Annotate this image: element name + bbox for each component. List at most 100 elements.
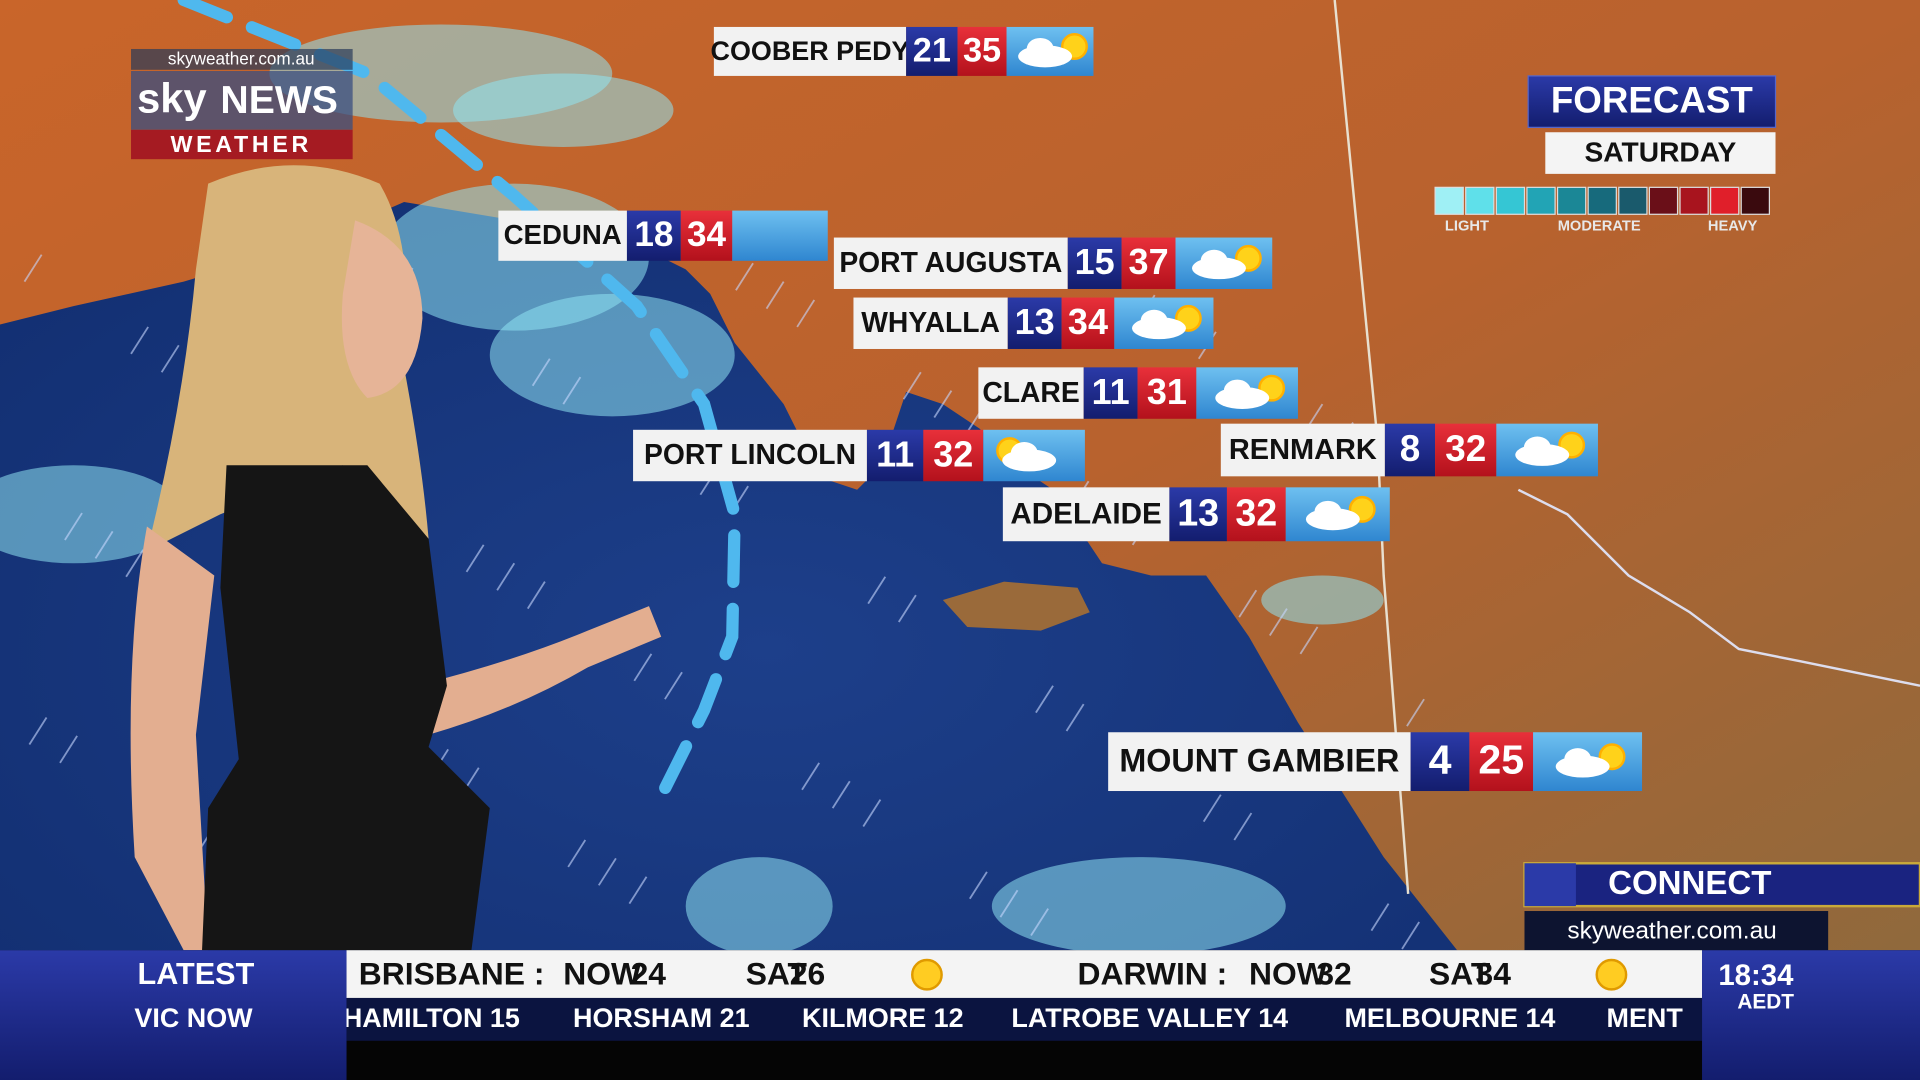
wind-streak [1202, 794, 1222, 823]
wind-streak [1065, 703, 1085, 732]
wind-streak [64, 512, 83, 541]
presenter-arm [130, 526, 215, 951]
rain-scale-label: MODERATE [1558, 218, 1641, 234]
logo-url-bg [131, 48, 353, 70]
min-temp-bg [1007, 297, 1062, 349]
max-temp: 37 [1129, 241, 1169, 282]
rain-scale-swatch [1587, 186, 1617, 215]
cloud-icon [1223, 379, 1251, 402]
max-temp: 32 [1235, 491, 1277, 533]
city-name: CLARE [982, 376, 1079, 408]
crawl-item: HORSHAM 21 [573, 1003, 750, 1033]
city-name: CEDUNA [504, 219, 622, 250]
rain-scale-swatch [1740, 186, 1770, 215]
rain-scale-swatch [1465, 186, 1495, 215]
ticker-sublabel: VIC NOW [134, 1003, 253, 1033]
wind-streak [735, 262, 754, 291]
max-temp: 25 [1478, 737, 1524, 783]
wind-streak [94, 530, 114, 559]
wind-streak [496, 562, 516, 591]
crawl-bg [346, 997, 1703, 1041]
ticker-label-bg [0, 950, 347, 1080]
max-temp-bg [680, 210, 733, 261]
cloud-icon [1523, 436, 1551, 459]
headline-now: 32 [1316, 955, 1351, 991]
max-temp-bg [1469, 732, 1534, 792]
wind-streak [465, 544, 485, 573]
wind-streak [567, 839, 587, 868]
wind-streak [969, 871, 988, 900]
max-temp: 32 [933, 433, 973, 474]
logo-section-bg [131, 129, 353, 160]
wind-streak [1233, 812, 1253, 841]
cloud-icon [1564, 748, 1592, 771]
logo-section: WEATHER [170, 131, 312, 157]
min-temp: 8 [1400, 428, 1421, 469]
rain-area [453, 73, 674, 147]
rain-scale-label: LIGHT [1445, 218, 1489, 234]
min-temp: 13 [1177, 491, 1219, 533]
river [1517, 488, 1920, 687]
wind-streak [999, 889, 1019, 918]
min-temp: 18 [634, 215, 673, 254]
icon-bg [732, 210, 828, 261]
cloud-icon [1314, 500, 1342, 523]
city-name-bg [1002, 487, 1170, 542]
crawl-item: KILMORE 12 [802, 1003, 964, 1033]
wind-streak [598, 857, 617, 886]
cloud-icon [1026, 37, 1054, 60]
presenter-arm [416, 606, 662, 735]
clock-zone: AEDT [1737, 990, 1794, 1013]
city-name-bg [1220, 423, 1385, 477]
city-name: MOUNT GAMBIER [1119, 742, 1399, 778]
connect-title: CONNECT [1608, 865, 1771, 902]
wind-streak [562, 376, 582, 405]
min-temp: 11 [1092, 371, 1130, 412]
wind-streak [1238, 589, 1258, 618]
logo-network: NEWS [220, 79, 338, 122]
crawl: HAMILTON 15 HORSHAM 21 KILMORE 12 LATROBE V… [347, 1003, 1684, 1033]
clock-bg [1702, 950, 1920, 1080]
min-temp: 13 [1015, 301, 1055, 342]
crawl-item: LATROBE VALLEY 14 [1011, 1003, 1288, 1033]
presenter-face [341, 220, 423, 398]
weather-icon [1595, 958, 1628, 991]
min-temp: 21 [913, 32, 951, 70]
wind-streak [526, 581, 546, 610]
max-temp: 34 [1068, 301, 1108, 342]
rain-scale-swatch [1526, 186, 1556, 215]
min-temp: 11 [876, 433, 914, 474]
city-name-bg [1108, 732, 1411, 792]
crawl-item: MENT [1607, 1003, 1684, 1033]
wind-streak [867, 576, 887, 605]
wind-streak [1370, 903, 1390, 932]
city-name: WHYALLA [861, 306, 1000, 338]
wind-streak [23, 254, 43, 283]
wind-streak [902, 371, 922, 400]
logo-url: skyweather.com.au [168, 49, 315, 69]
city-name: PORT LINCOLN [644, 438, 856, 470]
city-name-bg [633, 429, 867, 482]
city-name: ADELAIDE [1010, 497, 1161, 530]
forecast-title: FORECAST [1551, 80, 1754, 121]
wind-streak [898, 594, 917, 623]
city-name-bg [978, 367, 1084, 419]
wind-streak [1269, 608, 1288, 637]
rain-scale-swatch [1648, 186, 1679, 215]
max-temp-bg [957, 26, 1007, 76]
wind-streak [831, 780, 851, 809]
wind-streak [1299, 626, 1319, 655]
rain-area [489, 293, 735, 417]
rain-scale-swatch [1434, 186, 1464, 215]
wind-streak [28, 717, 48, 745]
city-name: PORT AUGUSTA [839, 246, 1062, 278]
max-temp-bg [1121, 237, 1176, 289]
min-temp: 15 [1075, 241, 1115, 282]
headline-now-label: NOW [1249, 955, 1328, 991]
min-temp-bg [1169, 487, 1227, 542]
max-temp: 32 [1445, 428, 1486, 469]
min-temp-bg [1067, 237, 1122, 289]
max-temp-bg [1435, 423, 1497, 477]
